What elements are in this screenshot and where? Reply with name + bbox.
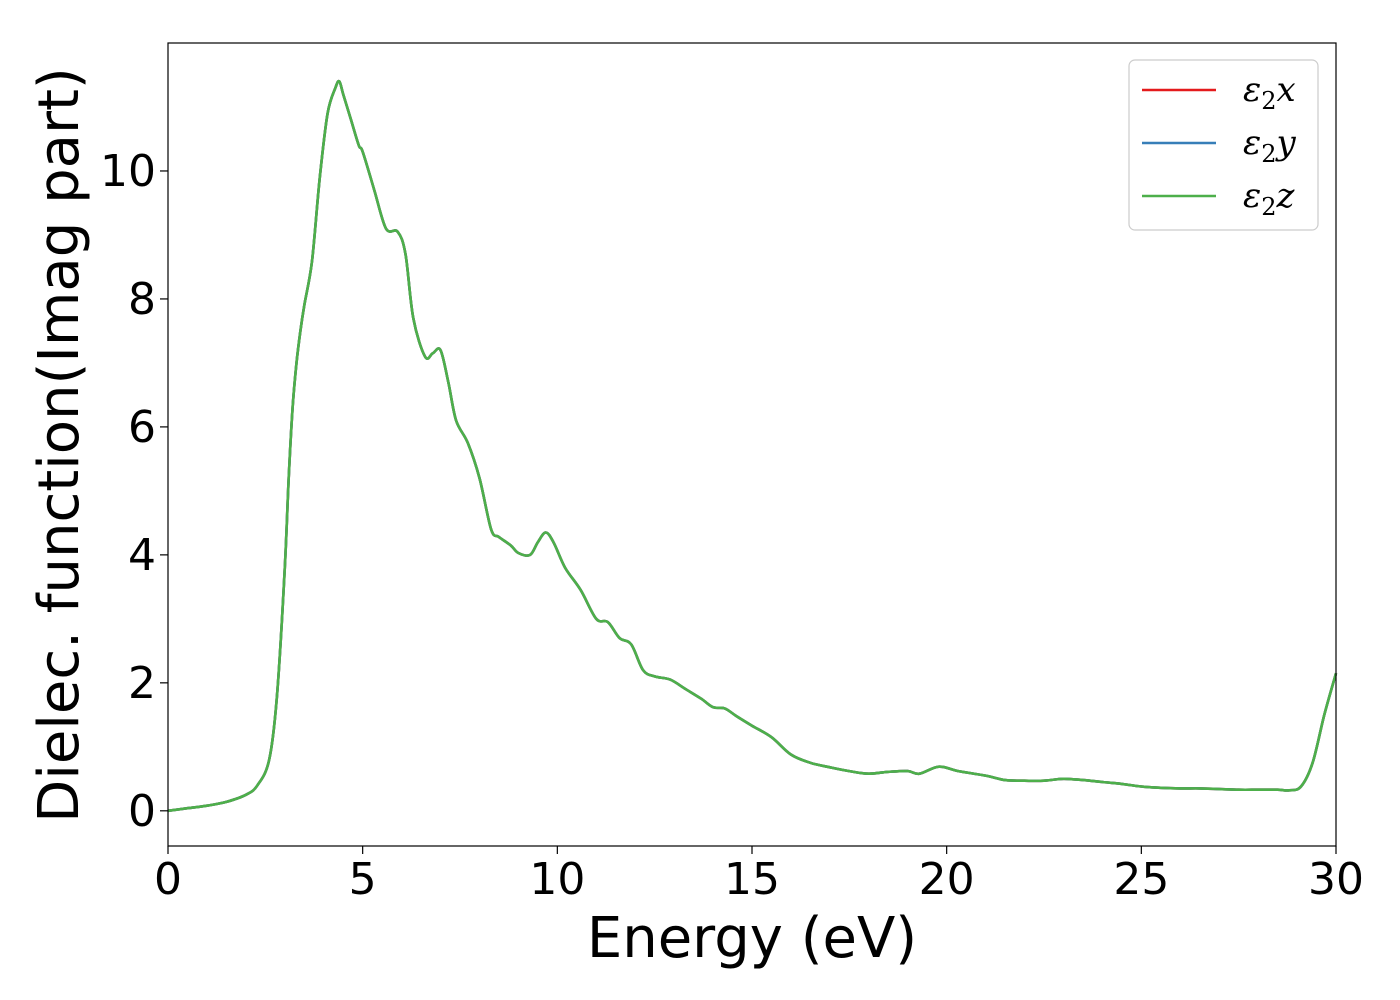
legend: ε2x ε2y ε2z (1128, 59, 1319, 231)
x-axis: 0 5 10 15 20 25 30 (154, 846, 1364, 905)
y-axis: 0 2 4 6 8 10 (100, 146, 168, 837)
x-tick-label: 0 (154, 854, 182, 905)
y-tick-label: 0 (128, 786, 156, 837)
y-tick-label: 10 (100, 146, 156, 197)
legend-label-y: ε2y (1243, 123, 1297, 168)
legend-box (1128, 59, 1319, 231)
series-line-z (167, 79, 1338, 813)
x-tick-label: 20 (919, 854, 975, 905)
x-tick-label: 5 (349, 854, 377, 905)
y-tick-label: 8 (128, 274, 156, 325)
series-layer (167, 79, 1338, 813)
y-tick-label: 4 (128, 530, 156, 581)
x-tick-label: 30 (1308, 854, 1364, 905)
x-tick-label: 25 (1113, 854, 1169, 905)
x-tick-label: 15 (724, 854, 780, 905)
legend-label-z: ε2z (1243, 176, 1296, 221)
y-axis-label: Dielec. function(Imag part) (27, 67, 92, 823)
x-axis-label: Energy (eV) (587, 906, 917, 971)
legend-label-x: ε2x (1243, 70, 1296, 115)
y-tick-label: 6 (128, 402, 156, 453)
x-tick-label: 10 (529, 854, 585, 905)
y-tick-label: 2 (128, 658, 156, 709)
